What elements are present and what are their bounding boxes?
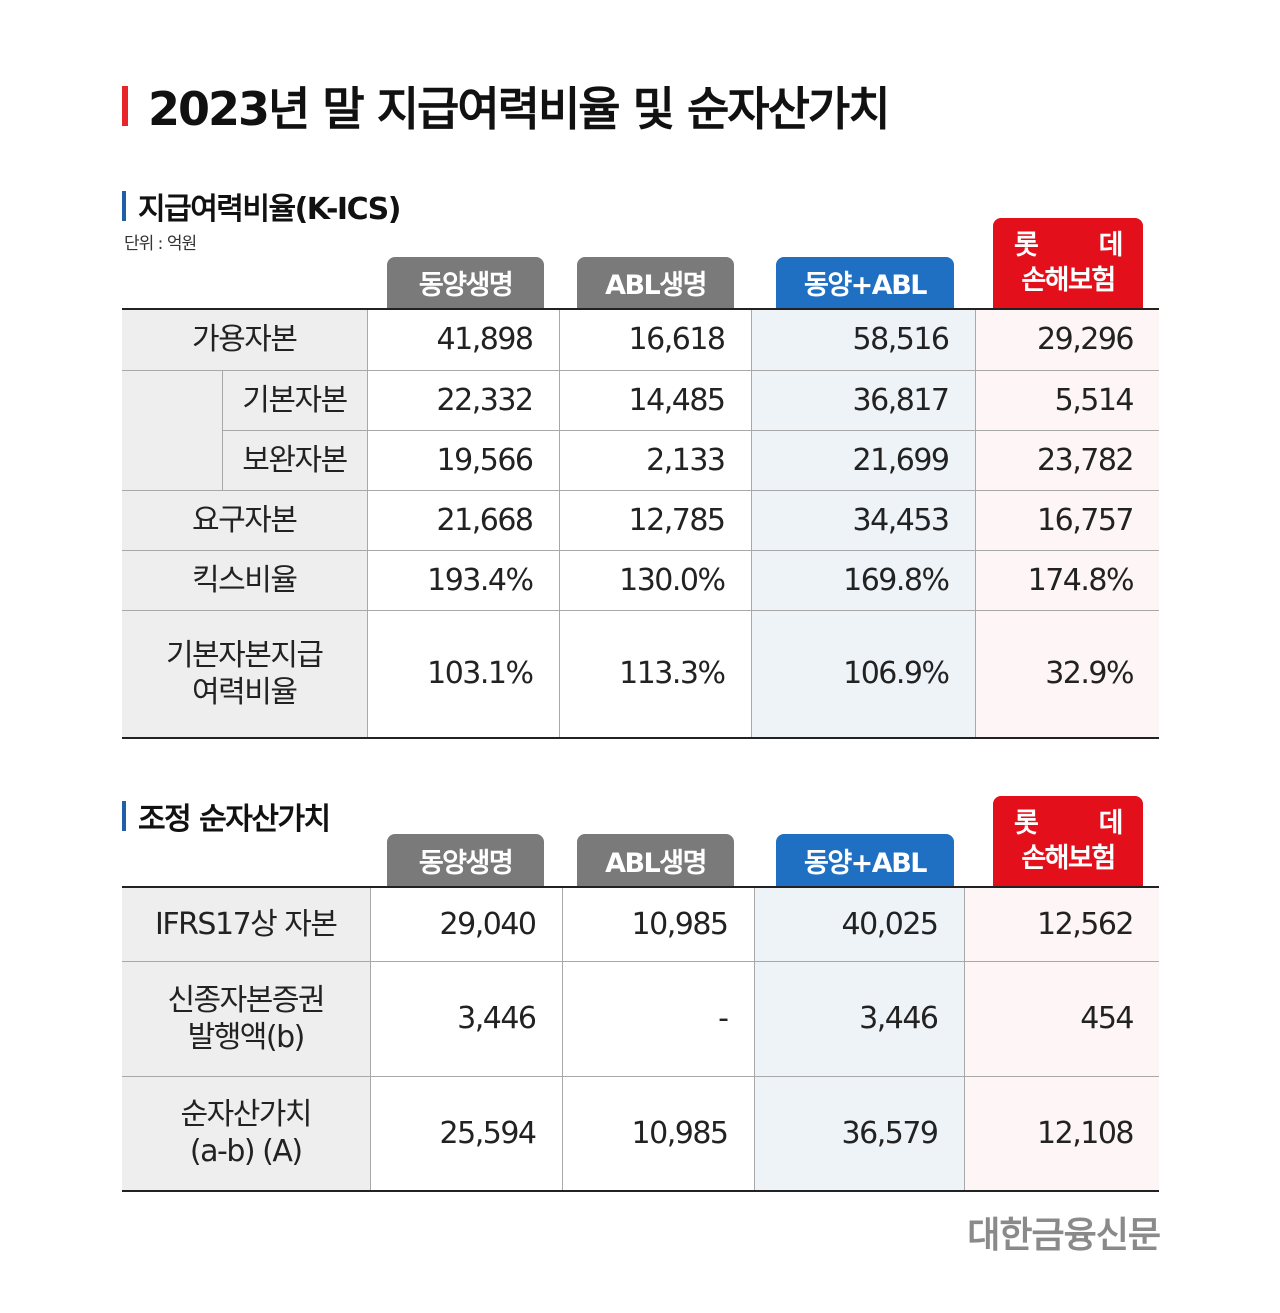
table-row: 신종자본증권 발행액(b) 3,446 - 3,446 454 xyxy=(122,960,1159,1077)
table-row: 기본자본 22,332 14,485 36,817 5,514 xyxy=(122,369,1159,490)
cell-value: 193.4% xyxy=(366,549,560,611)
page-title-text: 2023년 말 지급여력비율 및 순자산가치 xyxy=(148,82,891,136)
table-row: 보완자본 19,566 2,133 21,699 23,782 xyxy=(122,429,1159,491)
row-label-line2: 발행액(b) xyxy=(187,1019,306,1055)
nav-section-title: 조정 순자산가치 xyxy=(122,794,331,838)
table-row: 요구자본 21,668 12,785 34,453 16,757 xyxy=(122,489,1159,551)
column-header-lotte: 롯 데 손해보험 xyxy=(993,796,1143,886)
row-label-supplementary-capital: 보완자본 xyxy=(222,429,368,491)
cell-value: 32.9% xyxy=(974,609,1159,738)
lotte-header-char2: 데 xyxy=(1098,230,1124,261)
row-label-line2: 여력비율 xyxy=(192,674,298,710)
row-label-hybrid-bonds: 신종자본증권 발행액(b) xyxy=(122,960,371,1077)
row-label-kics-ratio: 킥스비율 xyxy=(122,549,368,611)
lotte-header-char1: 롯 xyxy=(1014,230,1039,261)
cell-value: 2,133 xyxy=(558,429,752,491)
column-header-combined: 동양+ABL xyxy=(776,834,954,886)
cell-value: 169.8% xyxy=(750,549,976,611)
table-row: IFRS17상 자본 29,040 10,985 40,025 12,562 xyxy=(122,887,1159,962)
row-label-required-capital: 요구자본 xyxy=(122,489,368,551)
row-label-ifrs17-capital: IFRS17상 자본 xyxy=(122,887,371,962)
cell-value: 21,699 xyxy=(750,429,976,491)
section-accent-bar xyxy=(122,191,126,221)
cell-value: 25,594 xyxy=(369,1075,563,1191)
title-accent-bar xyxy=(122,86,128,126)
lotte-header-line2: 손해보험 xyxy=(1021,843,1116,874)
cell-value: 36,579 xyxy=(753,1075,965,1191)
row-indent xyxy=(122,370,223,490)
cell-value: 16,618 xyxy=(558,309,752,371)
cell-value: 12,785 xyxy=(558,489,752,551)
cell-value: 12,108 xyxy=(963,1075,1159,1191)
cell-value: 12,562 xyxy=(963,887,1159,962)
cell-value: 21,668 xyxy=(366,489,560,551)
cell-value: 14,485 xyxy=(558,369,752,431)
cell-value: - xyxy=(561,960,755,1077)
cell-value: 58,516 xyxy=(750,309,976,371)
cell-value: 40,025 xyxy=(753,887,965,962)
cell-value: 5,514 xyxy=(974,369,1159,431)
cell-value: 16,757 xyxy=(974,489,1159,551)
cell-value: 113.3% xyxy=(558,609,752,738)
kics-section-title: 지급여력비율(K-ICS) xyxy=(122,184,401,228)
cell-value: 23,782 xyxy=(974,429,1159,491)
column-header-dongyang: 동양생명 xyxy=(387,257,544,308)
column-header-dongyang: 동양생명 xyxy=(387,834,544,886)
lotte-header-line1: 롯 데 xyxy=(1014,228,1124,263)
cell-value: 3,446 xyxy=(753,960,965,1077)
column-header-abl: ABL생명 xyxy=(577,257,734,308)
cell-value: 174.8% xyxy=(974,549,1159,611)
cell-value: 106.9% xyxy=(750,609,976,738)
nav-section-title-text: 조정 순자산가치 xyxy=(138,802,331,837)
cell-value: 103.1% xyxy=(366,609,560,738)
row-label-available-capital: 가용자본 xyxy=(122,309,368,371)
cell-value: 454 xyxy=(963,960,1159,1077)
kics-table: 가용자본 41,898 16,618 58,516 29,296 기본자본 22… xyxy=(122,308,1159,739)
page-title: 2023년 말 지급여력비율 및 순자산가치 xyxy=(122,76,891,136)
cell-value: 130.0% xyxy=(558,549,752,611)
unit-label: 단위 : 억원 xyxy=(124,234,197,254)
cell-value: 29,040 xyxy=(369,887,563,962)
row-label-basic-capital: 기본자본 xyxy=(221,369,368,431)
table-row: 순자산가치 (a-b) (A) 25,594 10,985 36,579 12,… xyxy=(122,1075,1159,1191)
row-label-basic-capital-ratio: 기본자본지급 여력비율 xyxy=(122,609,368,738)
cell-value: 41,898 xyxy=(366,309,560,371)
table-row: 기본자본지급 여력비율 103.1% 113.3% 106.9% 32.9% xyxy=(122,609,1159,738)
lotte-header-char1: 롯 xyxy=(1014,808,1039,839)
nav-table: IFRS17상 자본 29,040 10,985 40,025 12,562 신… xyxy=(122,886,1159,1192)
cell-value: 10,985 xyxy=(561,887,755,962)
lotte-header-line2: 손해보험 xyxy=(1021,265,1116,296)
cell-value: 29,296 xyxy=(974,309,1159,371)
row-label-line1: 기본자본지급 xyxy=(165,637,324,673)
table-row: 가용자본 41,898 16,618 58,516 29,296 xyxy=(122,309,1159,371)
section-accent-bar xyxy=(122,801,126,831)
row-label-net-asset-value: 순자산가치 (a-b) (A) xyxy=(122,1075,371,1191)
lotte-header-char2: 데 xyxy=(1098,808,1124,839)
row-label-line1: 신종자본증권 xyxy=(167,982,325,1018)
column-header-lotte: 롯 데 손해보험 xyxy=(993,218,1143,308)
cell-value: 3,446 xyxy=(369,960,563,1077)
table-row: 킥스비율 193.4% 130.0% 169.8% 174.8% xyxy=(122,549,1159,611)
cell-value: 34,453 xyxy=(750,489,976,551)
cell-value: 10,985 xyxy=(561,1075,755,1191)
publisher-logo: 대한금융신문 xyxy=(967,1215,1161,1256)
row-label-line2: (a-b) (A) xyxy=(189,1134,303,1170)
cell-value: 36,817 xyxy=(750,369,976,431)
cell-value: 19,566 xyxy=(366,429,560,491)
column-header-combined: 동양+ABL xyxy=(776,257,954,308)
column-header-abl: ABL생명 xyxy=(577,834,734,886)
kics-section-title-text: 지급여력비율(K-ICS) xyxy=(138,192,401,227)
lotte-header-line1: 롯 데 xyxy=(1014,806,1124,841)
cell-value: 22,332 xyxy=(366,369,560,431)
row-label-line1: 순자산가치 xyxy=(180,1097,313,1133)
